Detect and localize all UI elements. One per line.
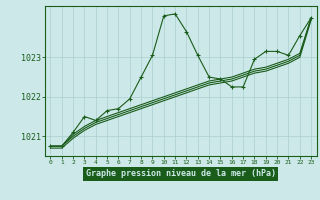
X-axis label: Graphe pression niveau de la mer (hPa): Graphe pression niveau de la mer (hPa) (86, 169, 276, 178)
